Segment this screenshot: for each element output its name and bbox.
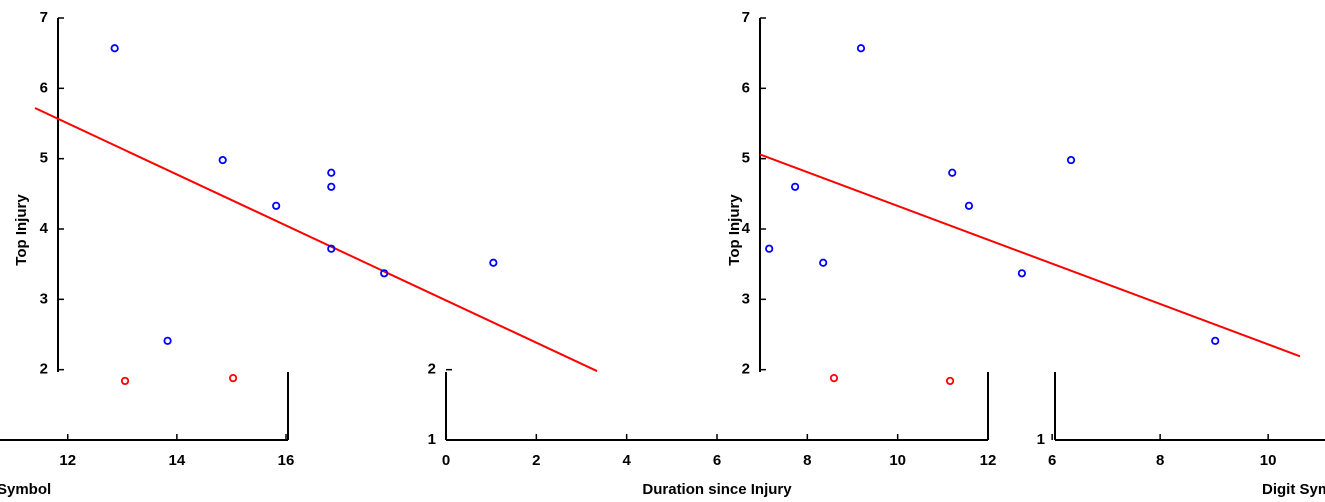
data-point xyxy=(1211,336,1220,345)
data-point xyxy=(856,44,866,53)
y-tick-label: 6 xyxy=(742,79,750,96)
data-point xyxy=(327,182,336,191)
y-tick-label: 4 xyxy=(40,220,49,237)
y-tick-label: 1 xyxy=(1037,431,1045,448)
data-point xyxy=(765,244,774,253)
y-tick-label: 3 xyxy=(742,290,750,307)
data-point xyxy=(272,201,281,210)
x-tick-label: 12 xyxy=(980,452,997,469)
y-tick-label: 5 xyxy=(40,150,48,167)
data-point xyxy=(489,258,498,267)
x-tick-label: 2 xyxy=(532,452,540,469)
data-point xyxy=(218,155,227,165)
y-axis-label: Top Injury xyxy=(726,194,743,266)
y-tick-label: 2 xyxy=(742,361,750,378)
x-tick-label: 6 xyxy=(1048,452,1056,469)
data-point xyxy=(163,336,172,345)
x-tick-label: 6 xyxy=(713,452,721,469)
x-axis-label: Duration since Injury xyxy=(642,481,792,498)
x-tick-label: 4 xyxy=(622,452,631,469)
data-point xyxy=(380,269,389,278)
x-tick-label: 8 xyxy=(1156,452,1164,469)
data-point xyxy=(327,244,336,253)
data-point xyxy=(228,374,238,383)
x-axis-label: Digit Symbol xyxy=(1262,481,1325,498)
x-tick-label: 10 xyxy=(1260,452,1277,469)
data-point xyxy=(120,376,130,386)
y-tick-label: 7 xyxy=(40,9,48,26)
data-point xyxy=(1066,155,1076,165)
data-point xyxy=(819,258,828,267)
data-point xyxy=(829,374,839,383)
data-point xyxy=(790,182,800,191)
y-axis-label: Top Injury xyxy=(13,194,30,266)
x-axis-label: Symbol xyxy=(0,481,51,498)
data-point xyxy=(945,376,955,386)
y-tick-label: 1 xyxy=(428,431,436,448)
x-tick-label: 10 xyxy=(889,452,906,469)
data-point xyxy=(948,168,957,177)
data-point xyxy=(327,168,336,177)
y-tick-label: 4 xyxy=(742,220,751,237)
y-tick-label: 5 xyxy=(742,150,750,167)
regression-line xyxy=(759,153,1301,358)
data-point xyxy=(110,44,119,53)
y-tick-label: 6 xyxy=(40,79,48,96)
x-tick-label: 0 xyxy=(442,452,450,469)
y-tick-label: 2 xyxy=(428,361,436,378)
data-point xyxy=(964,201,974,210)
y-tick-label: 2 xyxy=(40,361,48,378)
data-point xyxy=(1017,269,1027,278)
y-tick-label: 7 xyxy=(742,9,750,26)
regression-line xyxy=(34,107,598,372)
x-tick-label: 8 xyxy=(803,452,811,469)
x-tick-label: 14 xyxy=(169,452,186,469)
x-tick-label: 12 xyxy=(59,452,76,469)
x-tick-label: 16 xyxy=(278,452,295,469)
y-tick-label: 3 xyxy=(40,290,48,307)
